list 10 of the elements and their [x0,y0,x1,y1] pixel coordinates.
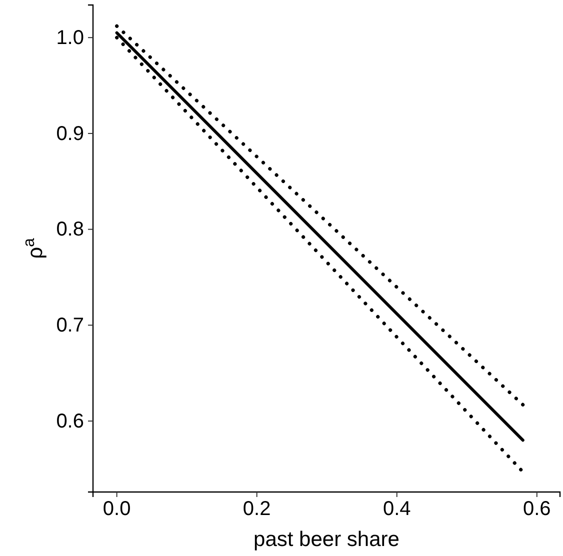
y-tick-label: 0.9 [56,122,84,145]
y-tick-label: 0.6 [56,410,84,432]
x-tick-label: 0.2 [242,498,271,520]
y-tick-label: 0.8 [56,218,84,241]
x-tick-label: 0.0 [102,498,131,520]
y-tick-label: 0.7 [56,314,84,337]
x-tick-label: 0.6 [522,498,551,520]
x-tick-label: 0.4 [382,498,411,520]
y-tick-label: 1.0 [56,26,84,49]
x-axis-title: past beer share [254,528,400,551]
